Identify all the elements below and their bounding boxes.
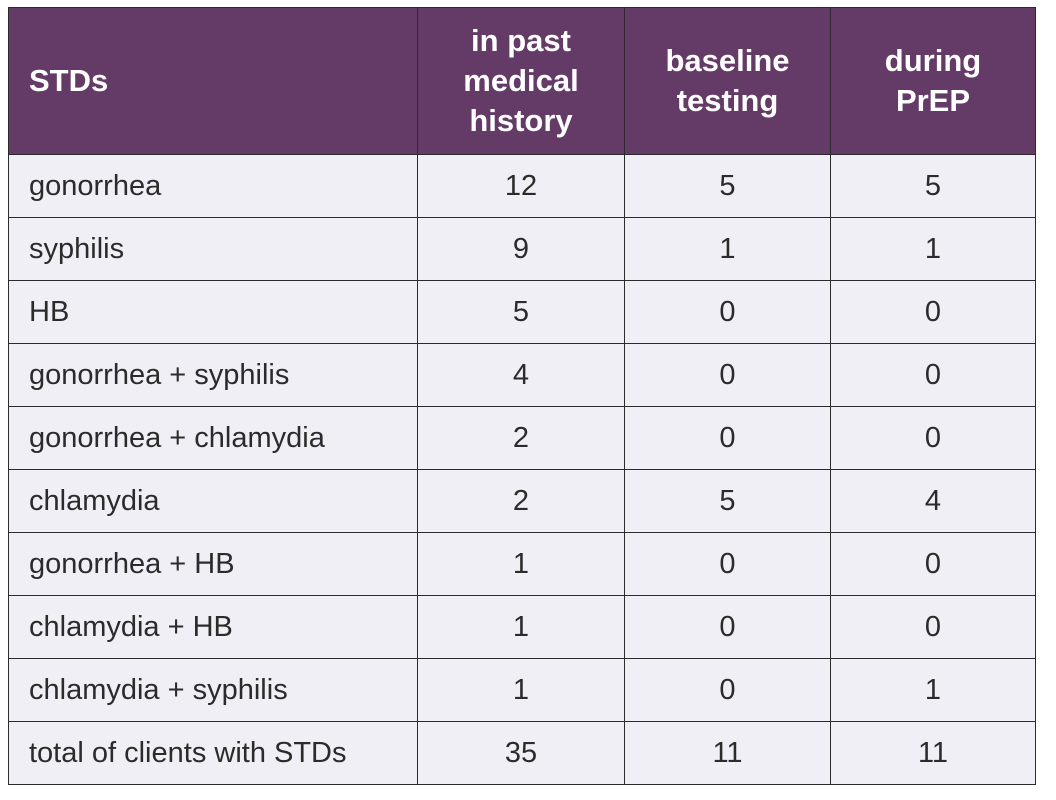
past-history-cell: 5 [417,280,625,344]
column-header-during-prep: during PrEP [830,7,1036,155]
baseline-cell: 5 [624,154,831,218]
past-history-cell: 2 [417,469,625,533]
header-line: PrEP [895,83,971,118]
baseline-cell: 0 [624,595,831,659]
during-prep-cell: 0 [830,532,1036,596]
header-line: history [469,103,573,138]
table-row: chlamydia + syphilis 1 0 1 [8,658,1036,722]
during-prep-cell: 1 [830,658,1036,722]
past-history-cell: 1 [417,658,625,722]
during-prep-cell: 0 [830,280,1036,344]
table-row: gonorrhea + syphilis 4 0 0 [8,343,1036,407]
during-prep-cell: 4 [830,469,1036,533]
row-label: total of clients with STDs [8,721,418,785]
baseline-cell: 11 [624,721,831,785]
std-table: STDs in past medical history baseline te… [8,7,1036,785]
row-label: HB [8,280,418,344]
baseline-cell: 5 [624,469,831,533]
past-history-cell: 12 [417,154,625,218]
row-label: gonorrhea + HB [8,532,418,596]
header-line: STDs [29,63,109,98]
header-row: STDs in past medical history baseline te… [8,7,1036,155]
past-history-cell: 4 [417,343,625,407]
during-prep-cell: 5 [830,154,1036,218]
row-label: gonorrhea + chlamydia [8,406,418,470]
baseline-cell: 0 [624,406,831,470]
during-prep-cell: 1 [830,217,1036,281]
past-history-cell: 35 [417,721,625,785]
row-label: chlamydia + syphilis [8,658,418,722]
table-row: HB 5 0 0 [8,280,1036,344]
baseline-cell: 0 [624,280,831,344]
past-history-cell: 1 [417,595,625,659]
baseline-cell: 1 [624,217,831,281]
row-label: syphilis [8,217,418,281]
table-row: chlamydia + HB 1 0 0 [8,595,1036,659]
column-header-past-history: in past medical history [417,7,625,155]
row-label: gonorrhea + syphilis [8,343,418,407]
header-line: baseline [665,43,790,78]
during-prep-cell: 0 [830,595,1036,659]
column-header-baseline-testing: baseline testing [624,7,831,155]
row-label: gonorrhea [8,154,418,218]
past-history-cell: 2 [417,406,625,470]
std-table-container: STDs in past medical history baseline te… [8,7,1036,785]
total-row: total of clients with STDs 35 11 11 [8,721,1036,785]
table-row: gonorrhea + HB 1 0 0 [8,532,1036,596]
header-line: during [884,43,982,78]
row-label: chlamydia [8,469,418,533]
table-row: chlamydia 2 5 4 [8,469,1036,533]
row-label: chlamydia + HB [8,595,418,659]
during-prep-cell: 11 [830,721,1036,785]
header-line: testing [676,83,779,118]
header-line: medical [463,63,579,98]
table-row: gonorrhea 12 5 5 [8,154,1036,218]
during-prep-cell: 0 [830,343,1036,407]
table-row: syphilis 9 1 1 [8,217,1036,281]
table-row: gonorrhea + chlamydia 2 0 0 [8,406,1036,470]
header-line: in past [471,23,571,58]
column-header-stds: STDs [8,7,418,155]
past-history-cell: 1 [417,532,625,596]
past-history-cell: 9 [417,217,625,281]
baseline-cell: 0 [624,532,831,596]
baseline-cell: 0 [624,658,831,722]
during-prep-cell: 0 [830,406,1036,470]
baseline-cell: 0 [624,343,831,407]
